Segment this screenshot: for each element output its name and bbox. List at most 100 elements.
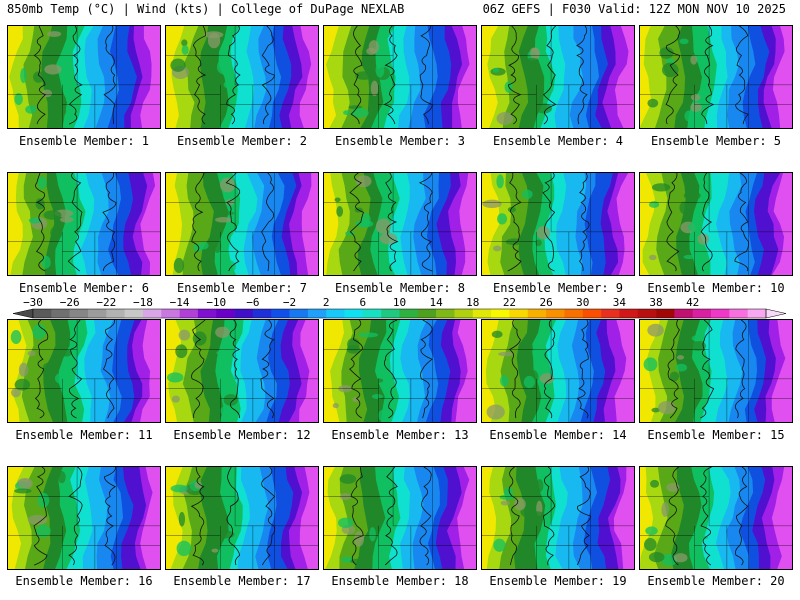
colorbar-swatch: [51, 309, 70, 318]
colorbar-swatch: [729, 309, 748, 318]
colorbar-swatch: [142, 309, 162, 318]
colorbar-swatch: [619, 309, 639, 318]
ensemble-member-label: Ensemble Member: 2: [176, 134, 308, 148]
colorbar-swatch: [33, 309, 52, 318]
header-title: 850mb Temp (°C) | Wind (kts) | College o…: [7, 2, 405, 16]
temperature-map: [482, 26, 634, 128]
colorbar-tick-label: 26: [539, 296, 552, 309]
colorbar-tick-label: −2: [283, 296, 296, 309]
temperature-map: [8, 26, 160, 128]
colorbar-tick-label: 34: [613, 296, 627, 309]
temperature-map: [324, 26, 476, 128]
temperature-map: [166, 467, 318, 569]
ensemble-member-label: Ensemble Member: 18: [331, 574, 469, 588]
colorbar-swatch: [656, 309, 675, 318]
colorbar-swatch: [124, 309, 144, 318]
colorbar-swatch: [711, 309, 730, 318]
ensemble-member-label: Ensemble Member: 14: [489, 428, 627, 442]
ensemble-map-panel: [639, 466, 793, 570]
colorbar-swatch: [289, 309, 309, 318]
temperature-map: [482, 467, 634, 569]
ensemble-map-panel: [165, 319, 319, 423]
header-run-info: 06Z GEFS | F030 Valid: 12Z MON NOV 10 20…: [482, 2, 786, 16]
ensemble-map-panel: [7, 466, 161, 570]
colorbar-tick-label: −30: [23, 296, 43, 309]
colorbar-swatch: [472, 309, 492, 318]
temperature-map: [166, 173, 318, 275]
colorbar-tick-label: −10: [206, 296, 226, 309]
colorbar-swatch: [106, 309, 125, 318]
temperature-map: [324, 320, 476, 422]
temperature-map: [482, 173, 634, 275]
temperature-map: [166, 320, 318, 422]
ensemble-map-panel: [481, 25, 635, 129]
ensemble-member-label: Ensemble Member: 9: [492, 281, 624, 295]
temperature-map: [324, 467, 476, 569]
ensemble-member-label: Ensemble Member: 6: [18, 281, 150, 295]
temperature-map: [8, 173, 160, 275]
colorbar-tick-label: 30: [576, 296, 589, 309]
ensemble-member-label: Ensemble Member: 8: [334, 281, 466, 295]
colorbar-swatch: [216, 309, 235, 318]
ensemble-member-label: Ensemble Member: 16: [15, 574, 153, 588]
colorbar-swatch: [307, 309, 327, 318]
colorbar-tick-label: −26: [60, 296, 80, 309]
ensemble-map-panel: [165, 172, 319, 276]
temperature-map: [324, 173, 476, 275]
colorbar-swatch: [417, 309, 437, 318]
colorbar-swatch: [674, 309, 693, 318]
colorbar-tick-label: 22: [503, 296, 516, 309]
ensemble-member-label: Ensemble Member: 12: [173, 428, 311, 442]
temperature-colorbar: −30 −26 −22 −18 −14 −10 −6 −2 2 6 10 14 18 22 26 30 34 38…: [12, 296, 787, 319]
colorbar-swatch: [564, 309, 584, 318]
colorbar-swatch: [161, 309, 180, 318]
colorbar-swatch: [601, 309, 620, 318]
colorbar-swatch: [234, 309, 254, 318]
colorbar-tick-label: −14: [170, 296, 190, 309]
colorbar-swatch: [454, 309, 474, 318]
colorbar-tick-label: −18: [133, 296, 153, 309]
ensemble-member-label: Ensemble Member: 19: [489, 574, 627, 588]
colorbar-swatch: [326, 309, 345, 318]
colorbar-swatch: [197, 309, 217, 318]
colorbar-swatch: [509, 309, 529, 318]
colorbar-tick-label: 6: [360, 296, 367, 309]
ensemble-member-label: Ensemble Member: 1: [18, 134, 150, 148]
temperature-map: [8, 320, 160, 422]
colorbar-tick-label: −22: [96, 296, 116, 309]
colorbar-tick-label: 18: [466, 296, 479, 309]
temperature-map: [640, 320, 792, 422]
ensemble-map-panel: [7, 172, 161, 276]
colorbar-swatch: [546, 309, 565, 318]
ensemble-map-panel: [481, 319, 635, 423]
colorbar-tick-label: 14: [430, 296, 444, 309]
ensemble-map-panel: [639, 172, 793, 276]
ensemble-map-panel: [323, 319, 477, 423]
colorbar-swatch: [362, 309, 382, 318]
colorbar-tick-label: 2: [323, 296, 330, 309]
temperature-map: [640, 26, 792, 128]
ensemble-member-label: Ensemble Member: 7: [176, 281, 308, 295]
colorbar-tick-label: 42: [686, 296, 699, 309]
colorbar-tick-label: 10: [393, 296, 406, 309]
ensemble-map-panel: [7, 25, 161, 129]
colorbar-swatch: [344, 309, 364, 318]
colorbar-max-arrow: [765, 308, 787, 319]
colorbar-tick-label: 38: [649, 296, 662, 309]
colorbar-swatch: [747, 309, 767, 318]
colorbar-swatch: [692, 309, 712, 318]
colorbar-tick-label: −6: [246, 296, 259, 309]
ensemble-member-label: Ensemble Member: 13: [331, 428, 469, 442]
colorbar-swatch: [399, 309, 419, 318]
ensemble-map-panel: [165, 25, 319, 129]
ensemble-map-panel: [323, 172, 477, 276]
ensemble-member-label: Ensemble Member: 10: [647, 281, 785, 295]
ensemble-map-panel: [165, 466, 319, 570]
ensemble-map-panel: [481, 466, 635, 570]
ensemble-member-label: Ensemble Member: 5: [650, 134, 782, 148]
ensemble-member-label: Ensemble Member: 11: [15, 428, 153, 442]
ensemble-map-panel: [7, 319, 161, 423]
temperature-map: [482, 320, 634, 422]
colorbar-min-arrow: [12, 308, 34, 319]
colorbar-swatch: [381, 309, 400, 318]
